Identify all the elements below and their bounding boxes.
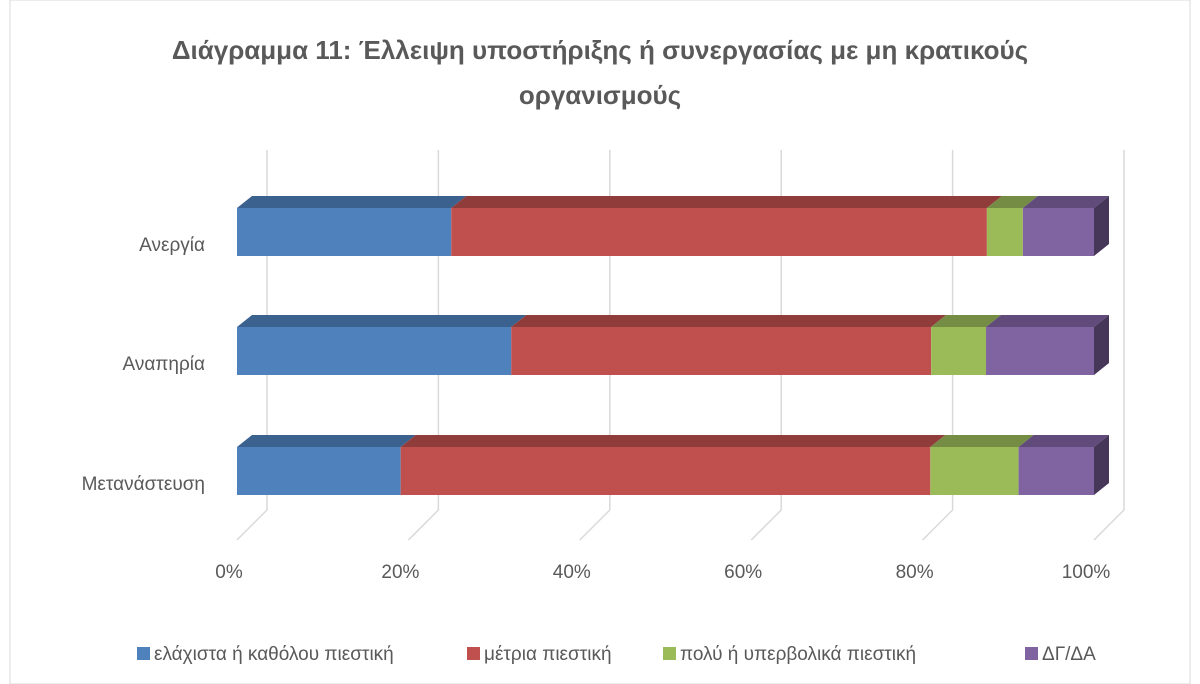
x-tick-label: 80%	[896, 562, 934, 583]
bar-top	[986, 196, 1038, 208]
bar-top	[400, 435, 946, 447]
x-tick-label: 40%	[553, 562, 591, 583]
grid-line	[1093, 150, 1125, 541]
bar-side	[1094, 315, 1109, 375]
chart-border	[9, 0, 1191, 684]
y-tick-label: Αναπηρία	[122, 354, 205, 375]
x-tick-label: 60%	[724, 562, 762, 583]
legend-label: ΔΓ/ΔΑ	[1042, 644, 1096, 665]
bar	[986, 208, 1023, 256]
bar	[400, 447, 931, 495]
bar-top	[237, 315, 527, 327]
bar	[511, 327, 932, 375]
bar-side	[1094, 196, 1109, 256]
x-tick-label: 100%	[1062, 562, 1111, 583]
bar-top	[237, 196, 467, 208]
bar	[237, 208, 452, 256]
legend-swatch	[467, 647, 480, 660]
y-tick-label: Μετανάστευση	[82, 474, 205, 495]
bar-top	[1022, 196, 1109, 208]
legend-label: μέτρια πιεστική	[484, 644, 612, 665]
bar	[931, 327, 987, 375]
legend-label: πολύ ή υπερβολικά πιεστική	[680, 644, 916, 665]
bar	[986, 327, 1094, 375]
bar-top	[931, 315, 1002, 327]
legend-label: ελάχιστα ή καθόλου πιεστική	[154, 644, 394, 665]
bar	[451, 208, 987, 256]
legend-swatch	[663, 647, 676, 660]
bar	[1018, 447, 1094, 495]
bar-side	[1094, 435, 1109, 495]
bar-top	[986, 315, 1109, 327]
bar	[1022, 208, 1094, 256]
grid-line	[407, 150, 440, 541]
bar-top	[237, 435, 416, 447]
grid-line	[922, 150, 954, 541]
bar-top	[930, 435, 1034, 447]
legend-swatch	[1025, 647, 1038, 660]
chart-title: Διάγραμμα 11: Έλλειψη υποστήριξης ή συνε…	[171, 35, 1029, 110]
bar	[237, 447, 401, 495]
bar-top	[1018, 435, 1109, 447]
grid-line	[579, 150, 611, 541]
bar	[237, 327, 512, 375]
legend-swatch	[137, 647, 150, 660]
x-tick-label: 0%	[215, 562, 243, 583]
grid-line	[750, 150, 782, 541]
x-tick-label: 20%	[381, 562, 419, 583]
bar-top	[451, 196, 1002, 208]
bar-top	[511, 315, 947, 327]
y-tick-label: Ανεργία	[139, 235, 205, 256]
bar	[930, 447, 1019, 495]
grid-line	[236, 150, 268, 541]
